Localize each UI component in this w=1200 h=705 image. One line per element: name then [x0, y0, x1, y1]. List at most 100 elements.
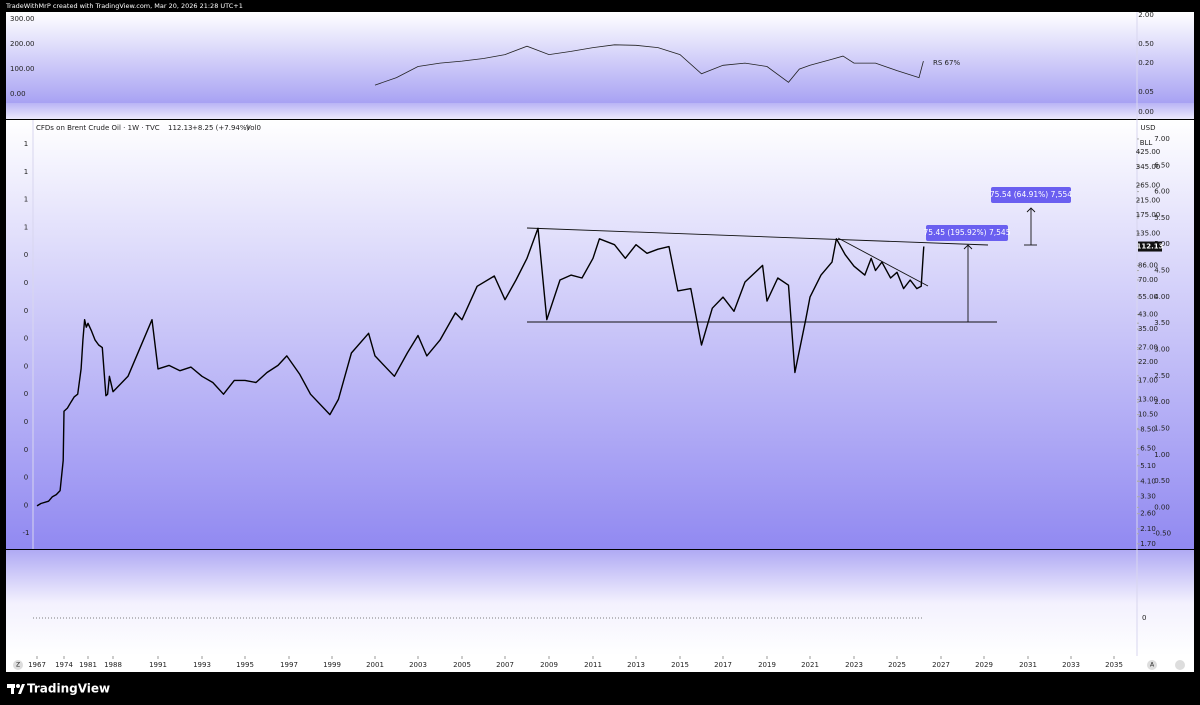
- annotation-box: [991, 187, 1071, 203]
- y-tick-label: 265.00: [1136, 182, 1161, 190]
- price-pane: [6, 120, 1194, 549]
- x-tick-label: 2009: [540, 661, 558, 669]
- x-tick-label: 2005: [453, 661, 471, 669]
- x-tick-label: 2003: [409, 661, 427, 669]
- x-tick-label: 2029: [975, 661, 993, 669]
- control-label[interactable]: A: [1150, 662, 1155, 669]
- x-tick-label: 2027: [932, 661, 950, 669]
- y-tick-label: 13.00: [1138, 395, 1158, 403]
- y-tick-label: 2.10: [1140, 525, 1156, 533]
- left-axis-label: 0: [24, 335, 28, 343]
- indicator-right-tick: 2.00: [1138, 11, 1154, 19]
- y2-tick-label: 3.00: [1154, 346, 1170, 354]
- x-tick-label: 1988: [104, 661, 122, 669]
- top-bar: [0, 0, 1200, 12]
- x-tick-label: 2007: [496, 661, 514, 669]
- indicator-label: RS 67%: [933, 59, 960, 67]
- volume-pane: [6, 550, 1194, 656]
- pane-separator: [6, 103, 1194, 119]
- left-axis-label: 0: [24, 251, 28, 259]
- indicator-left-tick: 100.00: [10, 65, 35, 73]
- left-axis-label: 1: [24, 168, 28, 176]
- y2-tick-label: 7.00: [1154, 135, 1170, 143]
- drawings: [526, 207, 1037, 323]
- left-axis-label: 0: [24, 418, 28, 426]
- left-axis-label: 0: [24, 307, 28, 315]
- trendline: [837, 237, 929, 287]
- y-tick-label: 8.50: [1140, 426, 1156, 434]
- y-tick-label: 10.50: [1138, 411, 1158, 419]
- price-line: [36, 227, 925, 507]
- x-tick-label: 2017: [714, 661, 732, 669]
- volume-tick: 0: [1142, 614, 1146, 622]
- x-tick-label: 2023: [845, 661, 863, 669]
- indicator-left-tick: 0.00: [10, 90, 26, 98]
- y-tick-label: 425.00: [1136, 148, 1161, 156]
- left-axis-label: 0: [24, 390, 28, 398]
- x-tick-label: 2015: [671, 661, 689, 669]
- indicator-right-tick: 0.00: [1138, 108, 1154, 116]
- x-tick-label: 1974: [55, 661, 73, 669]
- indicator-right-tick: 0.05: [1138, 88, 1154, 96]
- y-tick-label: 1.70: [1140, 540, 1156, 548]
- left-axis-label: 0: [24, 474, 28, 482]
- y-tick-label: 215.00: [1136, 196, 1161, 204]
- y-tick-label: 70.00: [1138, 276, 1158, 284]
- x-tick-label: 1991: [149, 661, 167, 669]
- x-tick-label: 2033: [1062, 661, 1080, 669]
- indicator-line: [374, 44, 924, 86]
- x-tick-label: 2035: [1105, 661, 1123, 669]
- indicator-left-tick: 300.00: [10, 15, 35, 23]
- x-tick-label: 2011: [584, 661, 602, 669]
- y-tick-label: 5.10: [1140, 462, 1156, 470]
- y2-tick-label: 5.50: [1154, 214, 1170, 222]
- trendline: [526, 227, 989, 246]
- indicator-right-tick: 0.50: [1138, 40, 1154, 48]
- x-tick-label: 2013: [627, 661, 645, 669]
- left-axis-label: 0: [24, 279, 28, 287]
- control-button[interactable]: [13, 660, 23, 670]
- left-axis-label: 1: [24, 223, 28, 231]
- left-axis-label: 1: [24, 196, 28, 204]
- brand: TradingView: [27, 682, 110, 696]
- x-tick-label: 1995: [236, 661, 254, 669]
- y2-tick-label: 2.50: [1154, 372, 1170, 380]
- legend-change: +8.25 (+7.94%): [192, 124, 250, 132]
- y2-tick-label: 6.50: [1154, 161, 1170, 169]
- y2-tick-label: 4.50: [1154, 267, 1170, 275]
- indicator-pane: [6, 12, 1194, 103]
- y2-tick-label: 6.00: [1154, 188, 1170, 196]
- y-tick-label: 345.00: [1136, 163, 1161, 171]
- y-tick-label: 35.00: [1138, 325, 1158, 333]
- annotation-box: [926, 225, 1008, 241]
- x-tick-label: 1999: [323, 661, 341, 669]
- left-axis-label: 0: [24, 446, 28, 454]
- left-axis-label: 0: [24, 501, 28, 509]
- y2-tick-label: 2.00: [1154, 398, 1170, 406]
- control-label[interactable]: Z: [16, 662, 20, 669]
- logo: [7, 684, 25, 694]
- legend-symbol: CFDs on Brent Crude Oil · 1W · TVC: [36, 124, 160, 132]
- time-axis: [6, 656, 1194, 672]
- x-tick-label: 2025: [888, 661, 906, 669]
- y-tick-label: 3.30: [1140, 493, 1156, 501]
- y2-tick-label: -0.50: [1153, 530, 1171, 538]
- y-tick-label: 17.00: [1138, 376, 1158, 384]
- last-price-label: 112.13: [1136, 243, 1163, 251]
- y-tick-label: 6.50: [1140, 445, 1156, 453]
- annotation: 75.54 (64.91%) 7,554: [990, 190, 1072, 199]
- control-button[interactable]: [1147, 660, 1157, 670]
- legend-last: 112.13: [168, 124, 193, 132]
- y-tick-label: 27.00: [1138, 344, 1158, 352]
- left-axis-label: 1: [24, 140, 28, 148]
- y-tick-label: 175.00: [1136, 211, 1161, 219]
- indicator-right-tick: 0.20: [1138, 59, 1154, 67]
- measure-arrow: [963, 244, 973, 250]
- settings-button[interactable]: [1175, 660, 1185, 670]
- y2-tick-label: 0.00: [1154, 503, 1170, 511]
- currency: USD: [1141, 124, 1156, 132]
- x-tick-label: 1993: [193, 661, 211, 669]
- x-tick-label: 1981: [79, 661, 97, 669]
- y2-tick-label: 3.50: [1154, 319, 1170, 327]
